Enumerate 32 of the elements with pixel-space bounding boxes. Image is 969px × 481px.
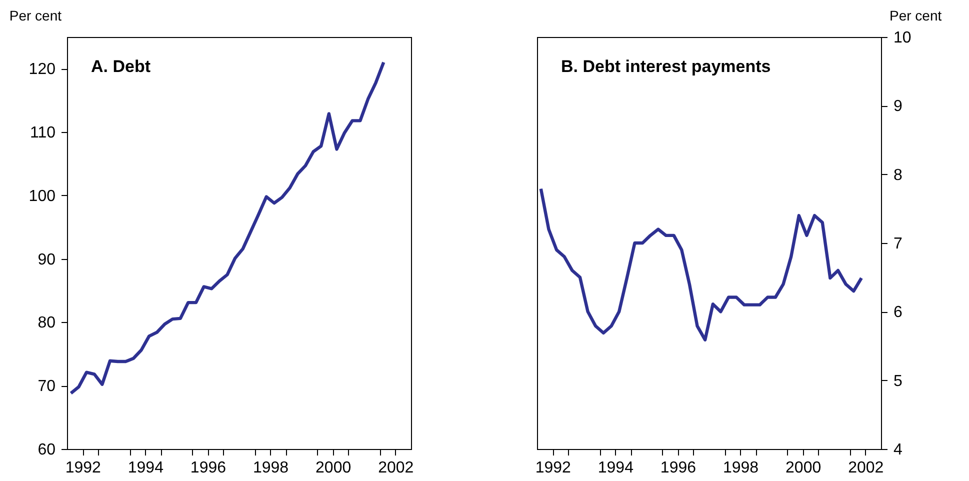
x-tick-label: 1992 [535, 460, 572, 476]
y2-tick-label: 6 [894, 304, 902, 322]
y2-tick-label: 10 [894, 30, 912, 46]
text: B. Debt interest payments [561, 57, 771, 76]
y2-axis-title: Per cent [890, 8, 942, 24]
x-tick-label: 2002 [848, 460, 884, 476]
y2-tick-label: 7 [894, 236, 902, 252]
y2-tick-label: 9 [894, 98, 902, 116]
x-tick-label: 2002 [378, 460, 414, 476]
y-tick-label: 90 [38, 251, 56, 268]
x-tick-label: 1996 [660, 460, 696, 476]
y-tick-label: 80 [38, 314, 56, 332]
y2-tick-label: 5 [894, 372, 902, 390]
x-tick-label: 1994 [128, 460, 164, 476]
x-tick-label: 1998 [722, 460, 759, 476]
y-axis-title: Per cent [9, 8, 62, 24]
text: A. Debt [91, 57, 151, 76]
y2-tick-label: 8 [894, 166, 902, 184]
x-tick-label: 2000 [316, 460, 352, 476]
y2-tick-label: 4 [894, 442, 902, 458]
y-tick-label: 70 [38, 378, 56, 396]
x-tick-label: 1992 [65, 460, 102, 476]
x-tick-label: 1994 [598, 460, 634, 476]
x-tick-label: 1998 [252, 460, 289, 476]
x-tick-label: 1996 [190, 460, 226, 476]
x-tick-label: 2000 [786, 460, 822, 476]
y-tick-label: 60 [38, 442, 56, 458]
y-tick-label: 110 [30, 124, 56, 142]
line-series [69, 60, 386, 395]
y-tick-label: 120 [28, 61, 56, 78]
y-tick-label: 100 [28, 188, 56, 205]
line-series [539, 187, 864, 342]
